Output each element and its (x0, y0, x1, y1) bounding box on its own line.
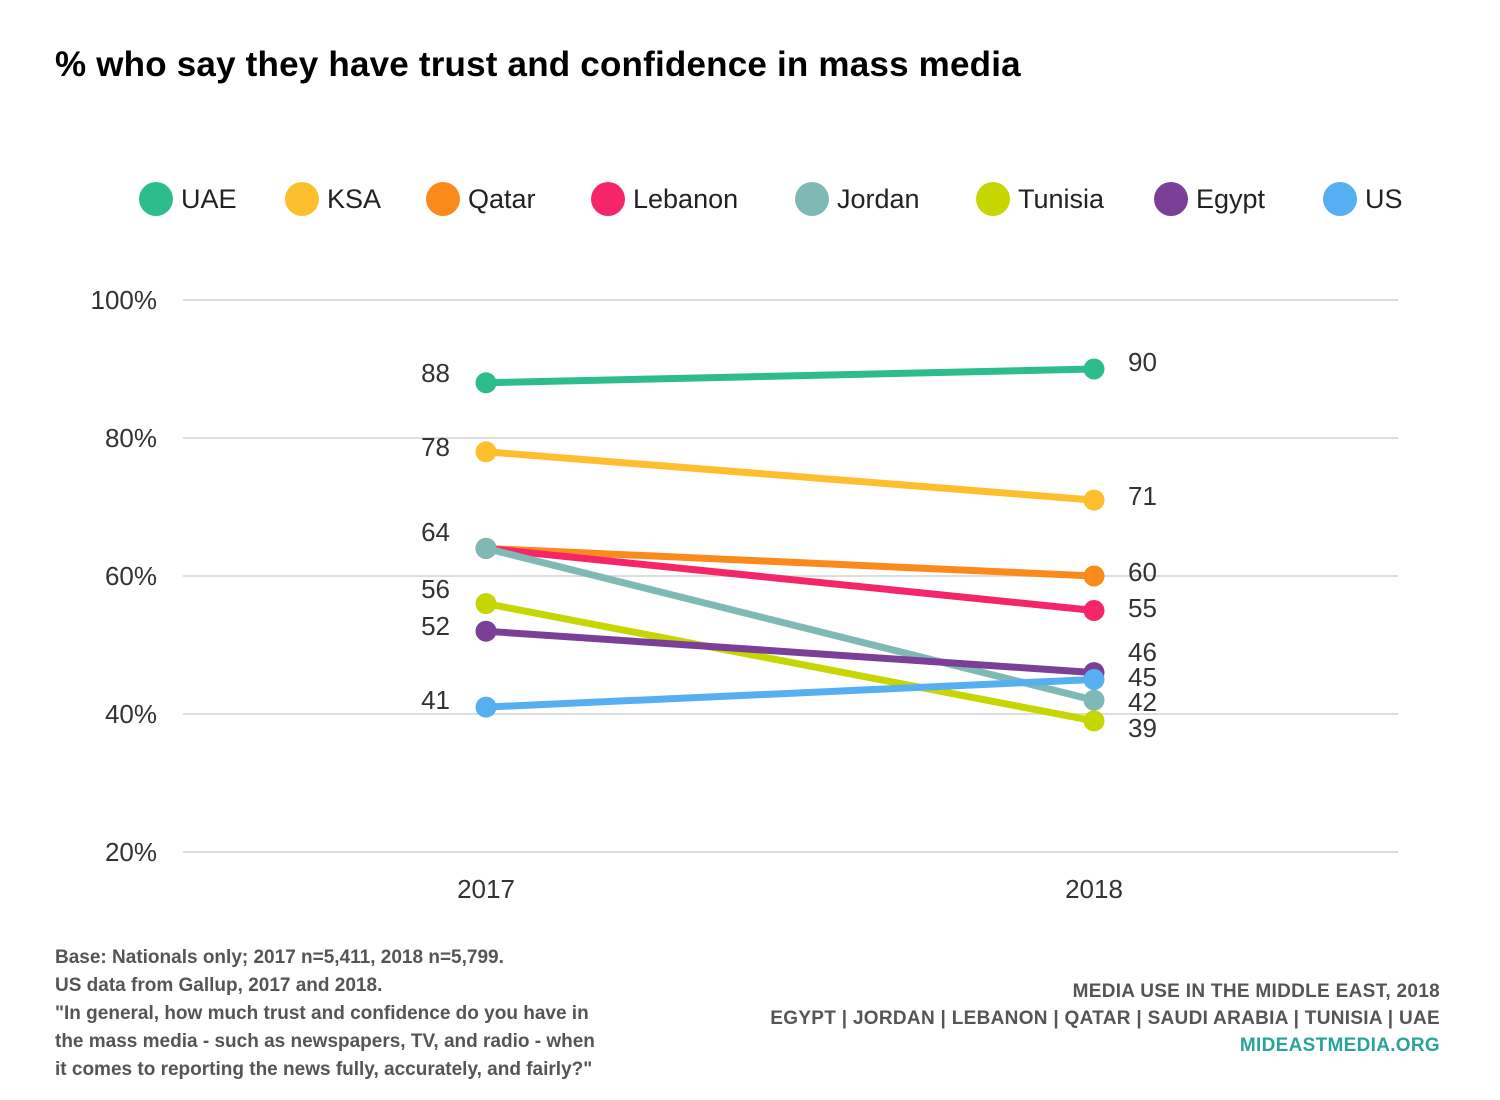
data-point (1083, 358, 1105, 380)
series-line (482, 544, 1098, 580)
legend-label: US (1365, 184, 1403, 214)
legend-label: Jordan (837, 184, 920, 214)
footnote-line: the mass media - such as newspapers, TV,… (55, 1031, 595, 1052)
footnote-line: "In general, how much trust and confiden… (55, 1003, 589, 1024)
data-label: 39 (1128, 713, 1157, 743)
data-point (475, 593, 497, 615)
legend-item: Tunisia (976, 182, 1105, 216)
data-point (475, 441, 497, 463)
site-link[interactable]: MIDEASTMEDIA.ORG (1239, 1035, 1440, 1056)
legend-item: Lebanon (591, 182, 738, 216)
y-tick-label: 20% (105, 837, 157, 867)
series-line (482, 544, 1098, 614)
legend-label: KSA (327, 184, 381, 214)
series-line (482, 365, 1098, 387)
footnote: Base: Nationals only; 2017 n=5,411, 2018… (55, 944, 595, 1084)
data-point (1083, 710, 1105, 732)
data-point (475, 620, 497, 642)
data-label: 45 (1128, 662, 1157, 692)
legend-swatch (1154, 182, 1188, 216)
series-line (482, 448, 1098, 504)
data-label: 52 (421, 611, 450, 641)
legend-label: Egypt (1196, 184, 1266, 214)
legend-label: Lebanon (633, 184, 738, 214)
series-line (482, 627, 1098, 677)
legend-item: KSA (285, 182, 381, 216)
data-label: 41 (421, 685, 450, 715)
series-lines (482, 365, 1098, 725)
data-label: 56 (421, 574, 450, 604)
y-tick-label: 40% (105, 699, 157, 729)
data-label: 71 (1128, 481, 1157, 511)
data-label: 46 (1128, 637, 1157, 667)
legend-label: Qatar (468, 184, 536, 214)
line-chart: UAE KSA Qatar Lebanon Jordan Tunisia Egypt US 2… (91, 182, 1403, 904)
data-point (1083, 689, 1105, 711)
y-tick-label: 100% (91, 285, 158, 315)
series-line (482, 600, 1098, 725)
source-credit: MEDIA USE IN THE MIDDLE EAST, 2018 EGYPT… (770, 978, 1440, 1059)
data-label: 64 (421, 517, 450, 547)
legend-item: Egypt (1154, 182, 1266, 216)
legend-swatch (139, 182, 173, 216)
series-points (475, 358, 1105, 732)
data-label: 55 (1128, 593, 1157, 623)
source-countries: EGYPT | JORDAN | LEBANON | QATAR | SAUDI… (770, 1008, 1440, 1029)
legend-swatch (591, 182, 625, 216)
footnote-line: it comes to reporting the news fully, ac… (55, 1059, 593, 1080)
data-label: 42 (1128, 687, 1157, 717)
series-line (482, 676, 1098, 711)
y-tick-label: 60% (105, 561, 157, 591)
x-axis-ticks: 2017 2018 (457, 874, 1123, 904)
footnote-line: US data from Gallup, 2017 and 2018. (55, 975, 383, 996)
legend-swatch (285, 182, 319, 216)
data-point (475, 372, 497, 394)
data-point (1083, 489, 1105, 511)
y-axis-ticks: 20% 40% 60% 80% 100% (91, 285, 158, 867)
legend-label: UAE (181, 184, 237, 214)
data-label: 90 (1128, 347, 1157, 377)
data-labels: 88 90 78 71 64 60 55 42 56 39 52 46 41 45 (421, 347, 1157, 743)
legend-swatch (795, 182, 829, 216)
source-title: MEDIA USE IN THE MIDDLE EAST, 2018 (1072, 981, 1440, 1002)
legend-item: US (1323, 182, 1403, 216)
data-point (1083, 565, 1105, 587)
x-tick-label: 2017 (457, 874, 515, 904)
legend-swatch (426, 182, 460, 216)
legend-label: Tunisia (1018, 184, 1105, 214)
legend-item: Qatar (426, 182, 536, 216)
legend-item: UAE (139, 182, 237, 216)
data-point (475, 537, 497, 559)
data-label: 60 (1128, 557, 1157, 587)
data-label: 88 (421, 358, 450, 388)
y-tick-label: 80% (105, 423, 157, 453)
legend: UAE KSA Qatar Lebanon Jordan Tunisia Egypt US (139, 182, 1403, 216)
chart-title: % who say they have trust and confidence… (55, 45, 1021, 84)
series-line (482, 544, 1098, 704)
legend-item: Jordan (795, 182, 920, 216)
data-point (1083, 669, 1105, 690)
data-point (475, 696, 497, 718)
x-tick-label: 2018 (1065, 874, 1123, 904)
footnote-line: Base: Nationals only; 2017 n=5,411, 2018… (55, 947, 504, 968)
data-point (1083, 600, 1105, 621)
legend-swatch (1323, 182, 1357, 216)
data-label: 78 (421, 432, 450, 462)
legend-swatch (976, 182, 1010, 216)
